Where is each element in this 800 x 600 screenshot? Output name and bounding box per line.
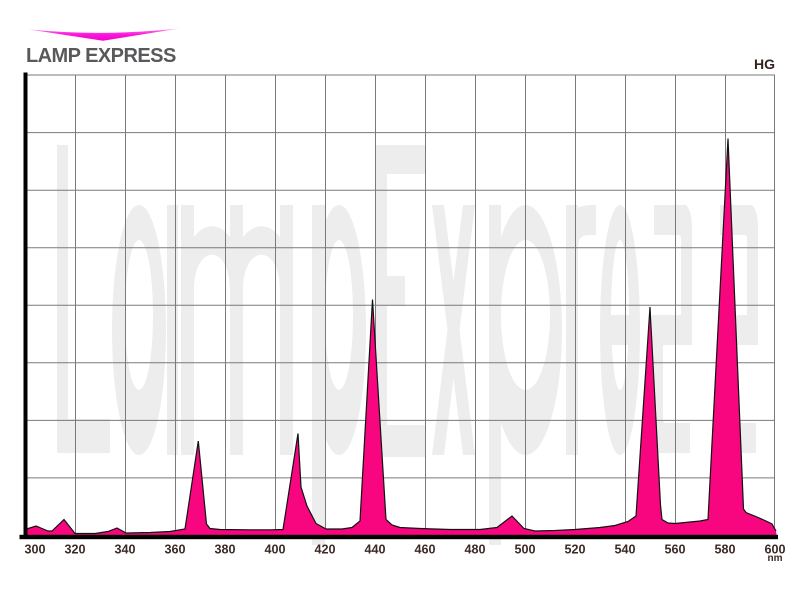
svg-text:300: 300 [24,543,45,557]
svg-text:340: 340 [114,543,135,557]
svg-text:320: 320 [64,543,85,557]
svg-text:360: 360 [164,543,185,557]
svg-text:HG: HG [754,56,775,72]
svg-text:580: 580 [714,543,735,557]
svg-text:520: 520 [564,543,585,557]
svg-text:540: 540 [614,543,635,557]
svg-text:400: 400 [264,543,285,557]
svg-text:480: 480 [464,543,485,557]
svg-text:600: 600 [764,543,785,557]
svg-text:380: 380 [214,543,235,557]
svg-text:LAMP EXPRESS: LAMP EXPRESS [26,45,176,67]
svg-text:nm: nm [768,553,783,564]
svg-text:420: 420 [314,543,335,557]
svg-text:460: 460 [414,543,435,557]
svg-text:560: 560 [664,543,685,557]
svg-text:500: 500 [514,543,535,557]
svg-text:440: 440 [364,543,385,557]
